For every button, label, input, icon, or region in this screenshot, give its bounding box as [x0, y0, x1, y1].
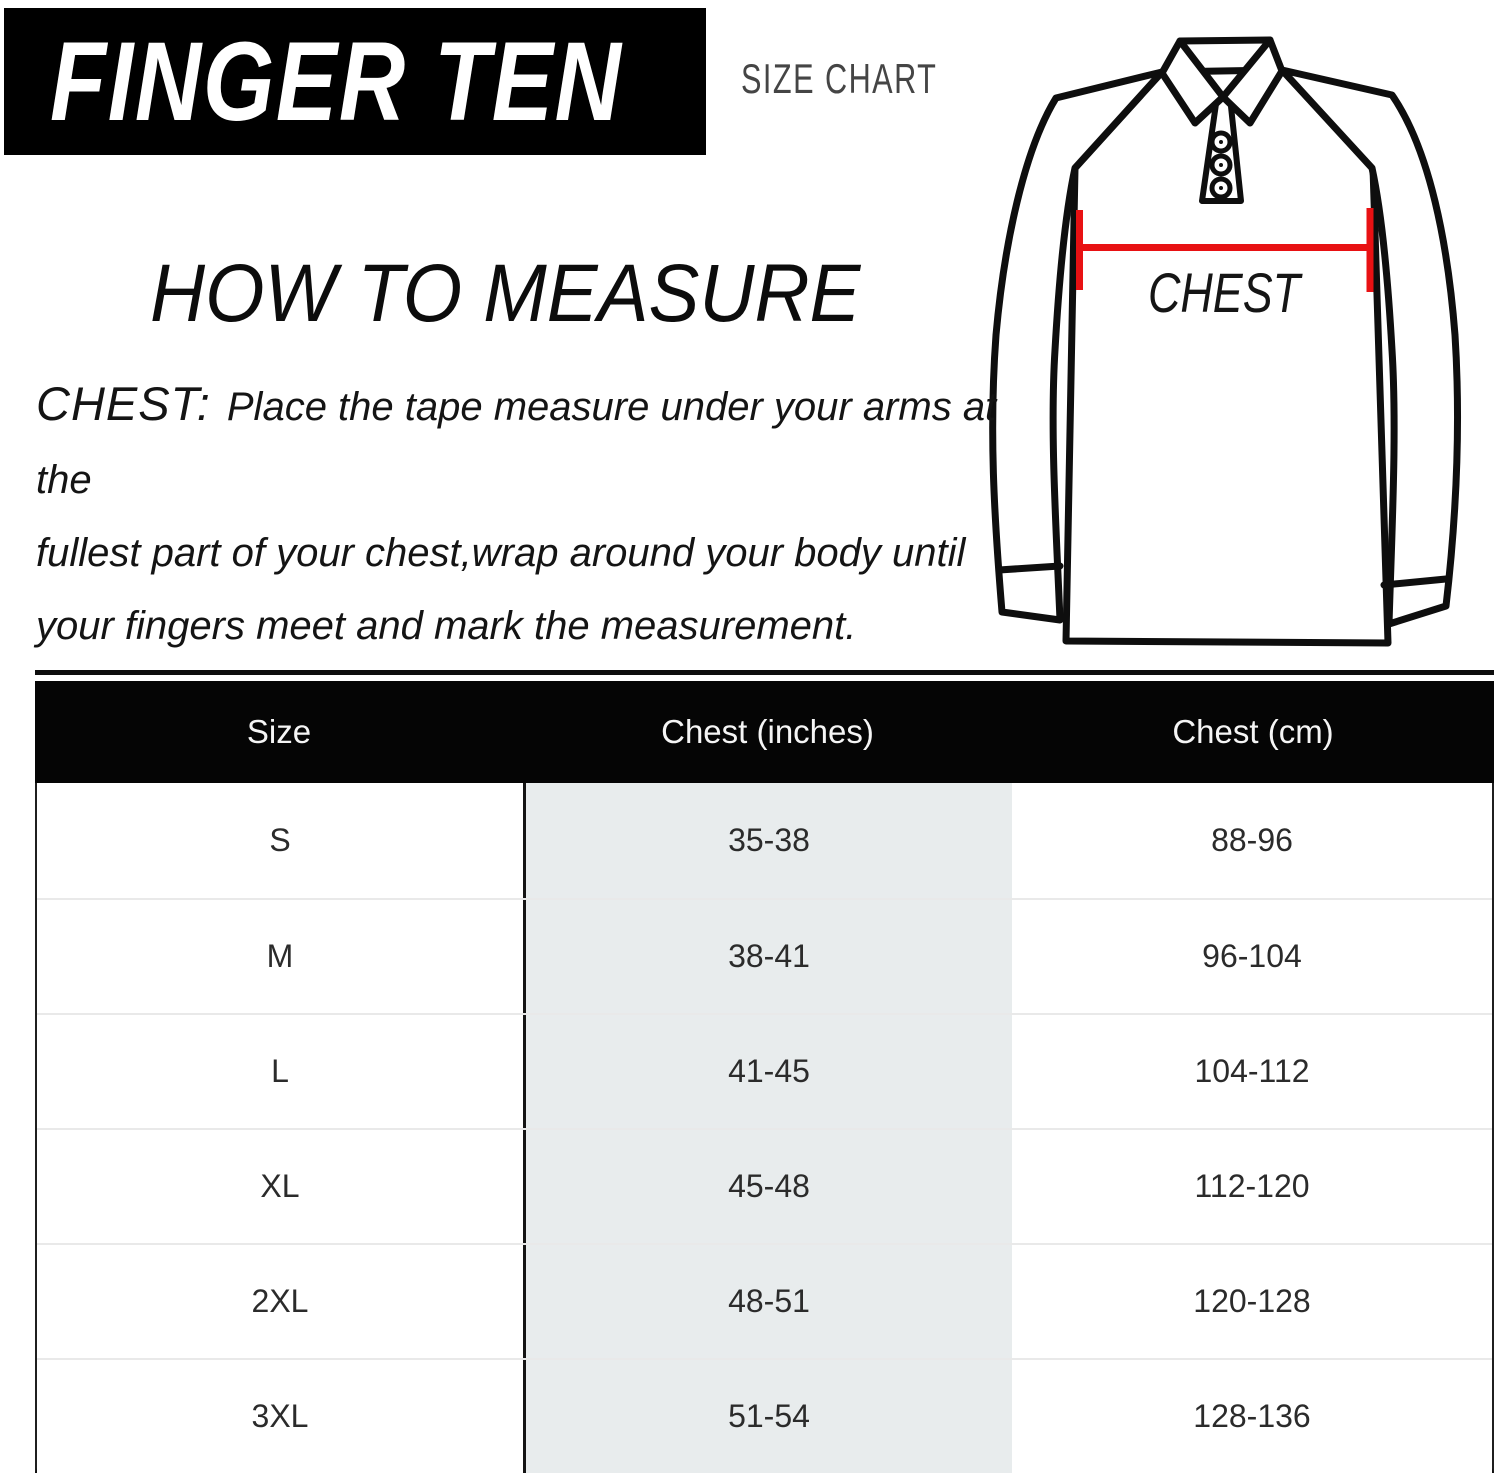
- cell-chest-inches: 38-41: [523, 900, 1012, 1013]
- chest-measure-line: [1076, 208, 1374, 292]
- cell-chest-cm: 120-128: [1012, 1245, 1492, 1358]
- placket-buttons: [1209, 130, 1233, 200]
- table-row: XL 45-48 112-120: [37, 1128, 1492, 1243]
- collar-right-flap: [1219, 36, 1286, 127]
- cell-chest-inches: 41-45: [523, 1015, 1012, 1128]
- cell-chest-inches: 35-38: [523, 783, 1012, 898]
- collar-back-edge: [1176, 36, 1274, 45]
- cell-chest-cm: 104-112: [1012, 1015, 1492, 1128]
- cell-size: XL: [37, 1130, 523, 1243]
- header-size: Size: [246, 713, 312, 750]
- chest-instruction-text: Place the tape measure under your arms a…: [36, 385, 997, 648]
- table-header-row: Size Chest (inches) Chest (cm): [35, 681, 1494, 783]
- polo-shirt-diagram: CHEST: [989, 36, 1462, 647]
- cell-chest-inches: 51-54: [523, 1360, 1012, 1473]
- cell-chest-cm: 112-120: [1012, 1130, 1492, 1243]
- cell-size: 2XL: [37, 1245, 523, 1358]
- table-row: S 35-38 88-96: [37, 783, 1492, 898]
- table-row: L 41-45 104-112: [37, 1013, 1492, 1128]
- brand-name: FINGER TEN: [50, 19, 623, 144]
- table-body: S 35-38 88-96 M 38-41 96-104 L 41-45 104…: [35, 783, 1494, 1473]
- table-top-gap: [35, 675, 1494, 681]
- table-top-rule: [35, 670, 1494, 675]
- cell-chest-cm: 96-104: [1012, 900, 1492, 1013]
- how-to-measure-title: HOW TO MEASURE: [150, 248, 861, 339]
- cell-chest-inches: 48-51: [523, 1245, 1012, 1358]
- diagram-chest-label: CHEST: [1148, 261, 1303, 324]
- collar-left-flap: [1158, 37, 1227, 127]
- cell-size: M: [37, 900, 523, 1013]
- brand-banner: FINGER TEN: [4, 8, 706, 155]
- header-chest-inches: Chest (inches): [661, 713, 874, 750]
- chest-instruction-label: CHEST:: [36, 377, 211, 430]
- table-row: 2XL 48-51 120-128: [37, 1243, 1492, 1358]
- table-row: M 38-41 96-104: [37, 898, 1492, 1013]
- cell-chest-cm: 128-136: [1012, 1360, 1492, 1473]
- shirt-left-sleeve: [989, 68, 1166, 624]
- cell-size: 3XL: [37, 1360, 523, 1473]
- size-chart-label: SIZE CHART: [741, 55, 938, 102]
- cell-chest-cm: 88-96: [1012, 783, 1492, 898]
- size-table: Size Chest (inches) Chest (cm) S 35-38 8…: [35, 670, 1494, 1473]
- measure-instructions: CHEST: Place the tape measure under your …: [36, 372, 1021, 667]
- right-cuff-seam: [1380, 575, 1450, 589]
- table-row: 3XL 51-54 128-136: [37, 1358, 1492, 1473]
- cell-size: L: [37, 1015, 523, 1128]
- left-cuff-seam: [995, 562, 1064, 574]
- cell-size: S: [37, 783, 523, 898]
- header-chest-cm: Chest (cm): [1172, 713, 1334, 750]
- shirt-right-sleeve: [1278, 66, 1462, 628]
- cell-chest-inches: 45-48: [523, 1130, 1012, 1243]
